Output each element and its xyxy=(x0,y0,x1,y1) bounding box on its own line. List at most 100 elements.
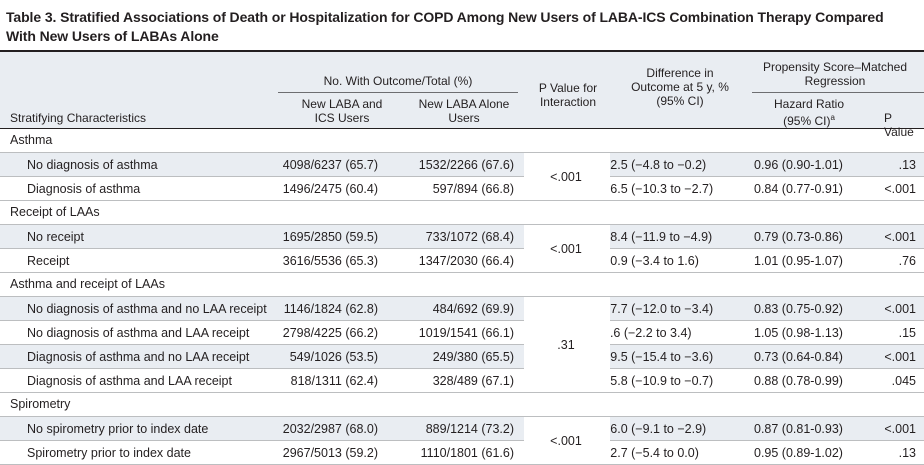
table-row xyxy=(0,297,924,321)
header-p-value: P Value xyxy=(884,111,914,139)
cell-p-value: <.001 xyxy=(884,182,916,196)
cell-laba-alone: 1532/2266 (67.6) xyxy=(418,158,514,172)
cell-laba-ics: 2798/4225 (66.2) xyxy=(282,326,378,340)
table-row xyxy=(0,369,924,393)
row-rule xyxy=(0,392,924,393)
cell-laba-ics: 2967/5013 (59.2) xyxy=(282,446,378,460)
cell-hazard-ratio: 0.73 (0.64-0.84) xyxy=(754,350,843,364)
cell-laba-alone: 733/1072 (68.4) xyxy=(425,230,514,244)
header-laba-ics: New LABA and ICS Users xyxy=(301,97,383,125)
table-header xyxy=(0,52,924,128)
cell-p-interaction: <.001 xyxy=(550,242,582,256)
cell-p-value: <.001 xyxy=(884,350,916,364)
cell-characteristic: No diagnosis of asthma and no LAA receip… xyxy=(27,302,267,316)
cell-p-interaction: .31 xyxy=(557,338,575,352)
row-rule xyxy=(0,200,924,201)
cell-characteristic: No diagnosis of asthma and LAA receipt xyxy=(27,326,250,340)
header-stratifying: Stratifying Characteristics xyxy=(10,111,147,125)
cell-laba-ics: 4098/6237 (65.7) xyxy=(282,158,378,172)
table-title: Table 3. Stratified Associations of Deat… xyxy=(6,9,884,44)
group-header-outcome-rule xyxy=(278,92,518,93)
interaction-cell xyxy=(524,225,610,272)
cell-p-value: <.001 xyxy=(884,422,916,436)
cell-hazard-ratio: 0.83 (0.75-0.92) xyxy=(754,302,843,316)
cell-difference: 0.6 (−2.2 to 3.4) xyxy=(603,326,692,340)
section-label: Asthma xyxy=(10,133,53,147)
header-laba-alone: New LABA Alone Users xyxy=(418,97,510,125)
table-row xyxy=(0,321,924,345)
cell-p-value: .13 xyxy=(898,158,916,172)
cell-laba-ics: 549/1026 (53.5) xyxy=(289,350,378,364)
row-rule xyxy=(0,320,924,321)
cell-p-interaction: <.001 xyxy=(550,170,582,184)
header-rule xyxy=(0,128,924,129)
cell-difference: −9.5 (−15.4 to −3.6) xyxy=(603,350,714,364)
table-row xyxy=(0,153,924,177)
table-row xyxy=(0,225,924,249)
cell-characteristic: Diagnosis of asthma and LAA receipt xyxy=(27,374,232,388)
cell-p-value: .76 xyxy=(898,254,916,268)
cell-difference: −7.7 (−12.0 to −3.4) xyxy=(603,302,714,316)
cell-difference: −0.9 (−3.4 to 1.6) xyxy=(603,254,699,268)
cell-laba-alone: 597/894 (66.8) xyxy=(432,182,514,196)
cell-hazard-ratio: 0.88 (0.78-0.99) xyxy=(754,374,843,388)
cell-characteristic: Receipt xyxy=(27,254,70,268)
interaction-cell xyxy=(524,153,610,200)
cell-p-value: .045 xyxy=(891,374,916,388)
cell-hazard-ratio: 0.96 (0.90-1.01) xyxy=(754,158,843,172)
section-rule xyxy=(0,296,924,297)
cell-laba-alone: 484/692 (69.9) xyxy=(432,302,514,316)
cell-laba-ics: 3616/5536 (65.3) xyxy=(282,254,378,268)
cell-difference: −8.4 (−11.9 to −4.9) xyxy=(603,230,713,244)
cell-laba-alone: 1347/2030 (66.4) xyxy=(418,254,514,268)
interaction-cell xyxy=(524,297,610,392)
interaction-cell xyxy=(524,417,610,464)
section-label: Spirometry xyxy=(10,397,71,411)
section-rule xyxy=(0,416,924,417)
cell-p-value: .15 xyxy=(898,326,916,340)
cell-hazard-ratio: 1.01 (0.95-1.07) xyxy=(754,254,843,268)
cell-p-value: <.001 xyxy=(884,230,916,244)
cell-characteristic: No receipt xyxy=(27,230,84,244)
cell-hazard-ratio: 0.95 (0.89-1.02) xyxy=(754,446,843,460)
table-row xyxy=(0,345,924,369)
cell-hazard-ratio: 1.05 (0.98-1.13) xyxy=(754,326,843,340)
header-p-interaction: P Value for Interaction xyxy=(538,81,598,109)
table-row xyxy=(0,249,924,273)
group-header-regression: Propensity Score–Matched Regression xyxy=(762,60,908,88)
section-rule xyxy=(0,224,924,225)
cell-characteristic: No diagnosis of asthma xyxy=(27,158,158,172)
row-rule xyxy=(0,344,924,345)
cell-laba-alone: 1110/1801 (61.6) xyxy=(420,446,514,460)
group-header-outcome: No. With Outcome/Total (%) xyxy=(323,74,473,88)
cell-laba-ics: 1695/2850 (59.5) xyxy=(282,230,378,244)
cell-characteristic: Diagnosis of asthma xyxy=(27,182,141,196)
section-label: Receipt of LAAs xyxy=(10,205,100,219)
cell-laba-alone: 1019/1541 (66.1) xyxy=(418,326,514,340)
section-rule xyxy=(0,152,924,153)
cell-p-interaction: <.001 xyxy=(550,434,582,448)
cell-hazard-ratio: 0.87 (0.81-0.93) xyxy=(754,422,843,436)
header-hazard-ratio-text: Hazard Ratio (95% CI) xyxy=(773,97,845,128)
cell-difference: −6.5 (−10.3 to −2.7) xyxy=(603,182,714,196)
table-row xyxy=(0,177,924,201)
cell-difference: −5.8 (−10.9 to −0.7) xyxy=(603,374,714,388)
cell-laba-alone: 249/380 (65.5) xyxy=(432,350,514,364)
header-difference: Difference in Outcome at 5 y, % (95% CI) xyxy=(631,66,729,108)
row-rule xyxy=(0,248,924,249)
cell-characteristic: Spirometry prior to index date xyxy=(27,446,191,460)
row-rule xyxy=(0,440,924,441)
section-label: Asthma and receipt of LAAs xyxy=(10,277,165,291)
cell-laba-ics: 1496/2475 (60.4) xyxy=(282,182,378,196)
cell-p-value: .13 xyxy=(898,446,916,460)
cell-characteristic: Diagnosis of asthma and no LAA receipt xyxy=(27,350,250,364)
cell-difference: −6.0 (−9.1 to −2.9) xyxy=(603,422,707,436)
table-row xyxy=(0,417,924,441)
cell-laba-ics: 818/1311 (62.4) xyxy=(290,374,378,388)
cell-laba-ics: 1146/1824 (62.8) xyxy=(283,302,378,316)
cell-p-value: <.001 xyxy=(884,302,916,316)
title-rule xyxy=(0,50,924,52)
cell-hazard-ratio: 0.79 (0.73-0.86) xyxy=(754,230,843,244)
row-rule xyxy=(0,272,924,273)
row-rule xyxy=(0,176,924,177)
